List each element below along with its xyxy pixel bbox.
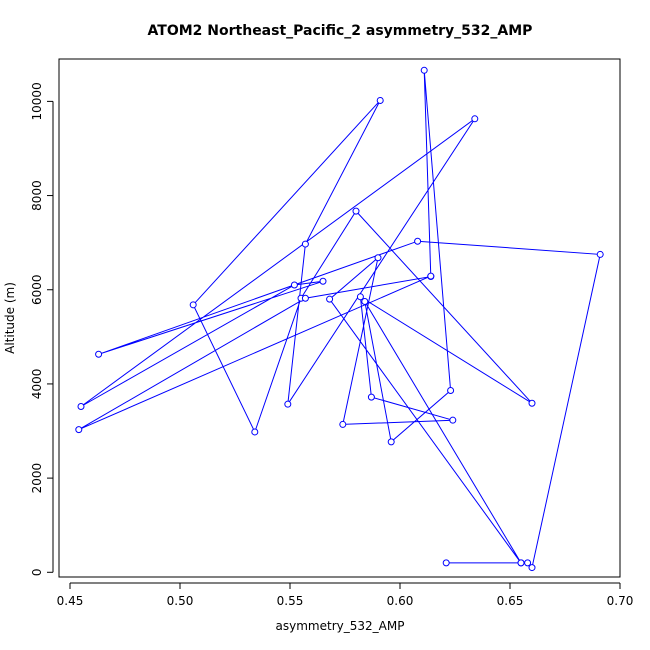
data-point	[301, 294, 309, 302]
data-point	[447, 387, 455, 395]
data-point	[442, 559, 450, 567]
plot-area-border	[58, 58, 621, 578]
y-tick-label: 0	[30, 568, 44, 576]
data-point	[414, 237, 422, 245]
y-axis: 0 2000 4000 6000 8000 10000	[30, 82, 54, 576]
data-point	[427, 272, 435, 280]
data-point	[524, 559, 532, 567]
data-point	[301, 240, 309, 248]
data-point	[376, 96, 384, 104]
data-point	[361, 298, 369, 306]
data-point	[319, 277, 327, 285]
x-tick-label: 0.60	[387, 594, 414, 608]
x-axis-label: asymmetry_532_AMP	[276, 619, 405, 633]
y-tick-label: 6000	[30, 274, 44, 305]
data-point	[290, 281, 298, 289]
data-point	[326, 295, 334, 303]
data-point	[367, 393, 375, 401]
data-point	[189, 301, 197, 309]
x-axis: 0.45 0.50 0.55 0.60 0.65 0.70	[57, 582, 634, 608]
data-point	[95, 350, 103, 358]
series-line	[78, 70, 601, 569]
x-tick-label: 0.65	[497, 594, 524, 608]
y-tick-label: 8000	[30, 180, 44, 211]
data-point	[251, 428, 259, 436]
data-point	[352, 207, 360, 215]
data-point	[387, 438, 395, 446]
data-point	[517, 559, 525, 567]
data-point	[596, 250, 604, 258]
data-point	[471, 115, 479, 123]
y-tick-label: 2000	[30, 463, 44, 494]
data-point	[339, 420, 347, 428]
data-point	[75, 426, 83, 434]
data-point	[77, 403, 85, 411]
chart-title: ATOM2 Northeast_Pacific_2 asymmetry_532_…	[148, 23, 533, 39]
x-tick-label: 0.70	[607, 594, 634, 608]
y-axis-label: Altitude (m)	[3, 282, 17, 354]
y-tick-label: 10000	[30, 82, 44, 120]
x-tick-label: 0.55	[277, 594, 304, 608]
data-point	[528, 399, 536, 407]
data-point	[374, 254, 382, 262]
series-points	[75, 66, 604, 572]
data-point	[449, 416, 457, 424]
data-point	[420, 66, 428, 74]
data-point	[284, 400, 292, 408]
data-point	[356, 293, 364, 301]
series-0-line	[78, 70, 601, 569]
data-point	[528, 564, 536, 572]
x-tick-label: 0.45	[57, 594, 84, 608]
y-tick-label: 4000	[30, 369, 44, 400]
x-tick-label: 0.50	[167, 594, 194, 608]
